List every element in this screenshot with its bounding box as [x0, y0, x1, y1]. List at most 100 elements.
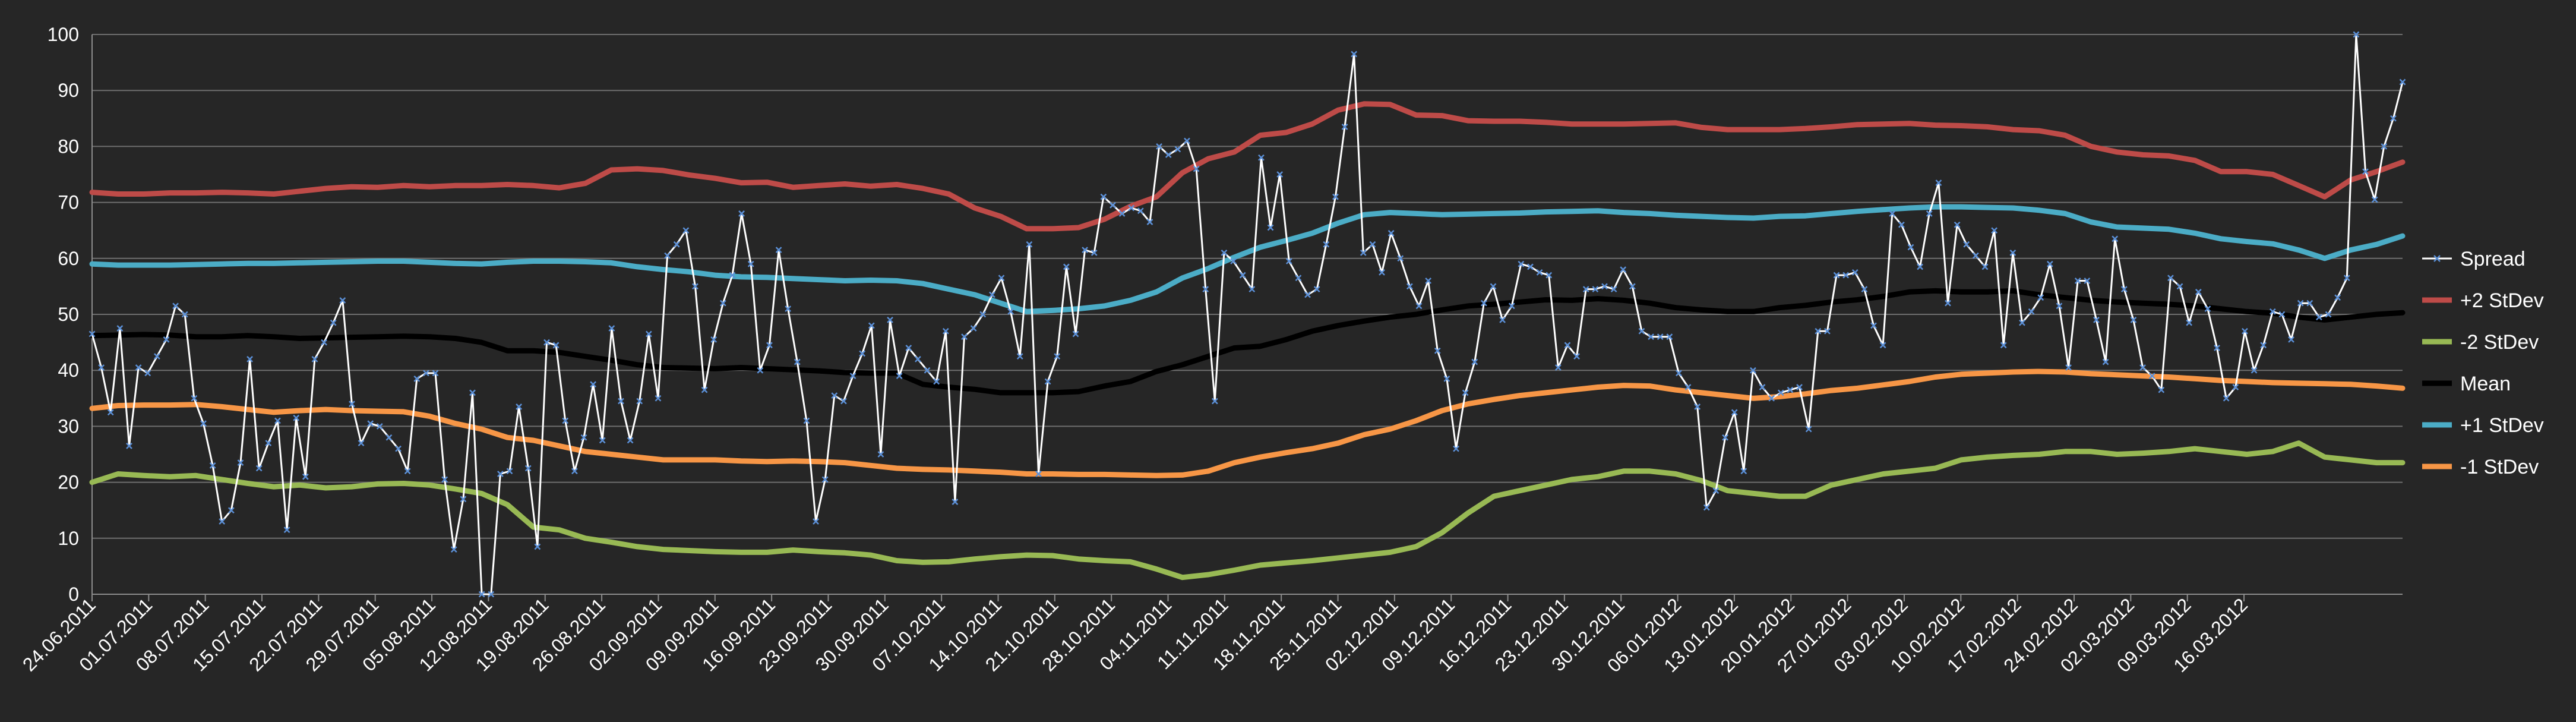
data-point-spread	[172, 302, 179, 310]
data-point-spread	[1898, 221, 1905, 228]
data-point-spread	[1044, 378, 1051, 385]
data-point-spread	[1527, 263, 1534, 270]
series-line-plusminus-2-stdev	[89, 101, 2406, 232]
data-point-spread	[831, 392, 838, 399]
data-point-spread	[2269, 308, 2276, 315]
data-point-spread	[1833, 272, 1840, 279]
data-point-spread	[349, 401, 355, 408]
data-point-spread	[2353, 31, 2360, 38]
data-point-spread	[636, 398, 643, 405]
data-point-spread	[692, 283, 698, 290]
data-point-spread	[488, 591, 495, 598]
data-point-spread	[1815, 327, 1822, 335]
series-line-plusminus-1-stdev	[89, 204, 2406, 314]
data-point-spread	[200, 420, 207, 427]
y-tick-label: 40	[58, 360, 79, 381]
data-point-spread	[998, 275, 1005, 282]
legend-marker	[2433, 255, 2441, 262]
data-point-spread	[710, 336, 718, 343]
data-point-spread	[1443, 375, 1450, 382]
data-point-spread	[2084, 278, 2091, 284]
data-point-spread	[237, 459, 244, 466]
y-tick-label: 20	[58, 472, 79, 493]
data-point-spread	[701, 386, 708, 393]
data-point-spread	[265, 440, 272, 447]
data-point-spread	[1981, 263, 1989, 270]
data-point-spread	[933, 378, 940, 385]
legend-item-minus-1-stdev: -1 StDev	[2422, 456, 2539, 478]
data-point-spread	[1935, 179, 1942, 187]
data-point-spread	[1777, 389, 1784, 396]
data-point-spread	[785, 305, 792, 312]
data-point-spread	[1610, 286, 1617, 292]
data-point-spread	[1554, 364, 1562, 371]
data-point-spread	[1397, 255, 1404, 262]
data-point-spread	[877, 451, 884, 458]
data-point-spread	[181, 311, 188, 318]
data-point-spread	[1787, 386, 1794, 393]
data-point-spread	[2102, 358, 2109, 365]
data-point-spread	[469, 389, 476, 396]
data-point-spread	[590, 381, 596, 388]
data-point-spread	[1954, 221, 1961, 228]
data-point-spread	[2120, 286, 2128, 292]
data-point-spread	[1267, 224, 1274, 231]
data-point-spread	[1490, 283, 1497, 290]
data-point-spread	[1202, 286, 1209, 292]
data-point-spread	[1323, 241, 1330, 248]
data-point-spread	[562, 417, 569, 424]
data-point-spread	[478, 591, 485, 598]
data-point-spread	[385, 434, 393, 441]
data-point-spread	[1712, 487, 1720, 494]
data-point-spread	[1750, 367, 1756, 374]
data-point-spread	[1082, 247, 1088, 254]
data-point-spread	[719, 299, 726, 307]
data-point-spread	[988, 291, 995, 298]
data-point-spread	[441, 476, 448, 483]
data-point-spread	[1091, 249, 1098, 256]
data-point-spread	[738, 210, 745, 217]
data-point-spread	[2297, 299, 2304, 307]
data-point-spread	[1805, 425, 1812, 433]
data-point-spread	[1508, 302, 1515, 310]
data-point-spread	[775, 247, 782, 254]
data-point-spread	[1072, 330, 1079, 338]
data-point-spread	[1879, 342, 1886, 349]
data-point-spread	[599, 437, 606, 444]
data-point-spread	[1722, 434, 1728, 441]
data-point-spread	[1137, 207, 1144, 215]
legend-item-mean: Mean	[2422, 373, 2511, 395]
data-point-spread	[2028, 308, 2035, 315]
data-point-spread	[1564, 342, 1571, 349]
data-point-spread	[1230, 258, 1237, 264]
data-point-spread	[153, 353, 160, 360]
data-point-spread	[664, 252, 671, 259]
data-point-spread	[1035, 471, 1042, 477]
data-point-spread	[794, 358, 801, 365]
data-point-spread	[255, 465, 263, 472]
data-point-spread	[144, 370, 151, 377]
legend-item-spread: Spread	[2422, 248, 2526, 270]
data-point-spread	[497, 471, 504, 477]
data-point-spread	[2381, 143, 2388, 150]
data-point-spread	[757, 367, 764, 374]
data-point-spread	[1582, 286, 1589, 292]
data-point-spread	[896, 373, 903, 380]
y-tick-label: 0	[68, 584, 79, 605]
data-point-spread	[2056, 302, 2063, 310]
data-point-spread	[2223, 395, 2230, 402]
legend-label: Mean	[2460, 373, 2511, 395]
data-point-spread	[1889, 210, 1896, 217]
data-point-spread	[339, 297, 346, 304]
data-point-spread	[163, 336, 170, 343]
data-point-spread	[868, 322, 875, 329]
data-point-spread	[367, 420, 374, 427]
data-point-spread	[1676, 370, 1682, 377]
data-point-spread	[1851, 269, 1858, 276]
data-point-spread	[1369, 241, 1376, 248]
data-point-spread	[1415, 302, 1423, 310]
data-point-spread	[849, 373, 856, 380]
data-point-spread	[2112, 235, 2119, 242]
data-point-spread	[571, 468, 578, 475]
